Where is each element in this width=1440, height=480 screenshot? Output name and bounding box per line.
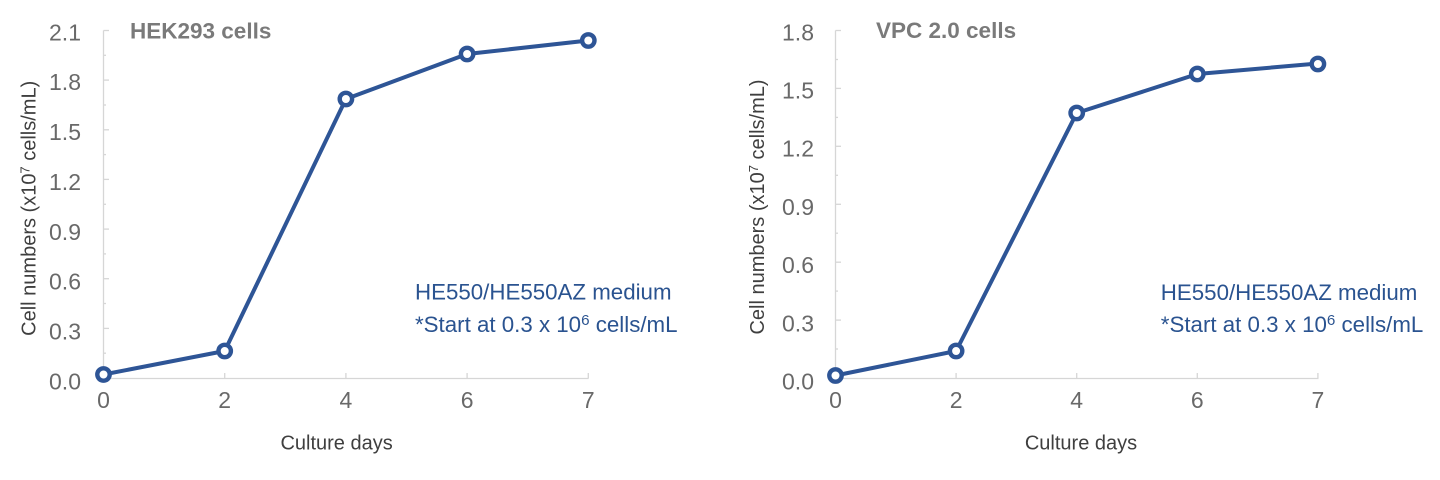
svg-text:1.5: 1.5 bbox=[782, 78, 814, 104]
svg-text:2: 2 bbox=[950, 387, 963, 413]
svg-text:0.6: 0.6 bbox=[782, 252, 814, 278]
svg-text:7: 7 bbox=[1312, 387, 1325, 413]
svg-text:Cell numbers (x107 cells/mL): Cell numbers (x107 cells/mL) bbox=[746, 79, 769, 334]
svg-text:7: 7 bbox=[582, 387, 595, 413]
svg-text:1.2: 1.2 bbox=[782, 136, 814, 162]
svg-text:0.0: 0.0 bbox=[782, 369, 814, 395]
svg-text:4: 4 bbox=[340, 387, 353, 413]
svg-text:0.3: 0.3 bbox=[782, 310, 814, 336]
svg-text:2.1: 2.1 bbox=[49, 19, 81, 45]
svg-text:1.8: 1.8 bbox=[782, 19, 814, 45]
svg-text:VPC 2.0 cells: VPC 2.0 cells bbox=[876, 18, 1016, 43]
svg-text:*Start at 0.3 x 106 cells/mL: *Start at 0.3 x 106 cells/mL bbox=[1161, 312, 1424, 337]
svg-text:1.8: 1.8 bbox=[49, 69, 81, 95]
svg-text:6: 6 bbox=[1191, 387, 1204, 413]
svg-text:1.5: 1.5 bbox=[49, 119, 81, 145]
svg-text:0.0: 0.0 bbox=[49, 369, 81, 395]
svg-text:*Start at 0.3 x 106 cells/mL: *Start at 0.3 x 106 cells/mL bbox=[415, 312, 678, 337]
svg-text:0: 0 bbox=[829, 387, 842, 413]
svg-text:Culture days: Culture days bbox=[280, 432, 392, 454]
svg-text:Culture days: Culture days bbox=[1025, 432, 1137, 454]
svg-text:1.2: 1.2 bbox=[49, 169, 81, 195]
svg-text:0.9: 0.9 bbox=[49, 219, 81, 245]
svg-text:0.3: 0.3 bbox=[49, 319, 81, 345]
svg-text:HE550/HE550AZ medium: HE550/HE550AZ medium bbox=[415, 279, 672, 304]
svg-text:HE550/HE550AZ medium: HE550/HE550AZ medium bbox=[1161, 280, 1418, 305]
svg-text:6: 6 bbox=[461, 387, 474, 413]
svg-text:0.6: 0.6 bbox=[49, 269, 81, 295]
svg-text:2: 2 bbox=[218, 387, 231, 413]
svg-text:0.9: 0.9 bbox=[782, 194, 814, 220]
svg-text:Cell numbers (x107 cells/mL): Cell numbers (x107 cells/mL) bbox=[17, 81, 40, 336]
svg-text:HEK293 cells: HEK293 cells bbox=[130, 19, 271, 44]
svg-text:0: 0 bbox=[97, 387, 110, 413]
svg-text:4: 4 bbox=[1070, 387, 1083, 413]
